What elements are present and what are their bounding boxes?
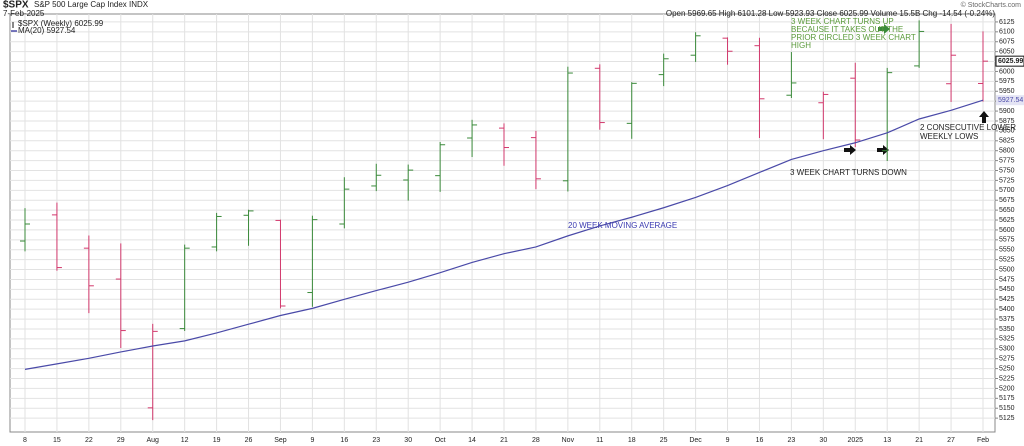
arrow: [844, 145, 856, 155]
y-tick-label: 5275: [999, 356, 1015, 363]
y-tick-label: 5325: [999, 336, 1015, 343]
y-tick-label: 5350: [999, 326, 1015, 333]
y-tick-label: 5850: [999, 128, 1015, 135]
y-tick-label: 5675: [999, 197, 1015, 204]
x-tick-label: 23: [372, 437, 380, 444]
x-tick-label: Dec: [689, 437, 702, 444]
description: S&P 500 Large Cap Index INDX: [34, 0, 149, 9]
y-tick-label: 5250: [999, 365, 1015, 372]
legend-label: MA(20) 5927.54: [18, 26, 76, 35]
ma-tag: [996, 95, 1024, 106]
annotation: 20 WEEK MOVING AVERAGE: [568, 221, 677, 230]
y-tick-label: 6050: [999, 48, 1015, 55]
y-tick-label: 5650: [999, 207, 1015, 214]
y-tick-label: 5525: [999, 256, 1015, 263]
x-tick-label: 27: [947, 437, 955, 444]
annotation-line: WEEKLY LOWS: [920, 132, 978, 141]
x-tick-label: 26: [245, 437, 253, 444]
x-tick-label: Sep: [274, 437, 287, 444]
y-tick-label: 5600: [999, 227, 1015, 234]
y-tick-label: 5150: [999, 405, 1015, 412]
x-tick-label: 16: [756, 437, 764, 444]
y-tick-label: 5500: [999, 266, 1015, 273]
x-tick-label: 22: [85, 437, 93, 444]
annotation-line: PRIOR CIRCLED 3 WEEK CHART: [791, 33, 916, 42]
x-tick-label: 28: [532, 437, 540, 444]
x-tick-label: 25: [660, 437, 668, 444]
x-tick-label: 29: [117, 437, 125, 444]
copyright: © StockCharts.com: [961, 1, 1022, 9]
y-tick-label: 6075: [999, 39, 1015, 46]
annotation-line: 2 CONSECUTIVE LOWER: [920, 123, 1016, 132]
x-tick-label: Oct: [435, 437, 446, 444]
y-tick-label: 5975: [999, 78, 1015, 85]
annotation-line: HIGH: [791, 41, 811, 50]
y-tick-label: 5300: [999, 346, 1015, 353]
y-tick-label: 5800: [999, 148, 1015, 155]
arrow: [979, 111, 989, 123]
date: 7-Feb-2025: [3, 9, 45, 18]
arrow: [877, 145, 889, 155]
annotation-line: BECAUSE IT TAKES OUT THE: [791, 25, 903, 34]
legend-label: $SPX (Weekly) 6025.99: [18, 19, 104, 28]
x-tick-label: 30: [404, 437, 412, 444]
y-tick-label: 5200: [999, 385, 1015, 392]
x-tick-label: 2025: [847, 437, 863, 444]
x-tick-label: 18: [628, 437, 636, 444]
price-tag: [995, 55, 1024, 67]
legend: $SPX (Weekly) 6025.99 MA(20) 5927.54: [11, 19, 104, 35]
y-tick-label: 5875: [999, 118, 1015, 125]
ma-line: [24, 99, 984, 370]
y-tick-label: 5750: [999, 167, 1015, 174]
y-tick-label: 5700: [999, 187, 1015, 194]
y-tick-label: 5400: [999, 306, 1015, 313]
annotation: 3 WEEK CHART TURNS DOWN: [790, 168, 907, 177]
x-tick-label: Aug: [146, 437, 159, 444]
x-tick-label: 8: [23, 437, 27, 444]
price-label: 6025.99: [998, 58, 1023, 65]
y-tick-label: 5175: [999, 395, 1015, 402]
x-tick-label: 16: [340, 437, 348, 444]
x-tick-label: 12: [181, 437, 189, 444]
y-tick-label: 5950: [999, 88, 1015, 95]
y-tick-label: 5375: [999, 316, 1015, 323]
y-tick-label: 5475: [999, 276, 1015, 283]
y-tick-label: 5725: [999, 177, 1015, 184]
y-tick-label: 5625: [999, 217, 1015, 224]
symbol: $SPX: [3, 0, 29, 11]
plot-area: [9, 13, 996, 433]
y-tick-label: 5125: [999, 415, 1015, 422]
x-tick-label: 21: [915, 437, 923, 444]
x-tick-label: 13: [883, 437, 891, 444]
x-tick-label: 9: [726, 437, 730, 444]
y-tick-label: 5425: [999, 296, 1015, 303]
quote: Open 5969.65 High 6101.28 Low 5923.93 Cl…: [666, 9, 995, 18]
x-tick-label: 14: [468, 437, 476, 444]
y-tick-label: 5450: [999, 286, 1015, 293]
y-tick-label: 6000: [999, 68, 1015, 75]
x-tick-label: 19: [213, 437, 221, 444]
y-tick-label: 5575: [999, 237, 1015, 244]
y-tick-label: 5825: [999, 138, 1015, 145]
annotation-line: 3 WEEK CHART TURNS UP: [791, 17, 894, 26]
y-tick-label: 6100: [999, 29, 1015, 36]
x-tick-label: 21: [500, 437, 508, 444]
x-tick-label: Feb: [977, 437, 989, 444]
x-tick-label: 9: [310, 437, 314, 444]
x-tick-label: 30: [819, 437, 827, 444]
y-tick-label: 5225: [999, 375, 1015, 382]
x-tick-label: 23: [788, 437, 796, 444]
x-tick-label: 15: [53, 437, 61, 444]
x-tick-label: Nov: [562, 437, 575, 444]
x-tick-label: 11: [596, 437, 603, 444]
y-tick-label: 5550: [999, 247, 1015, 254]
y-tick-label: 5900: [999, 108, 1015, 115]
y-tick-label: 6125: [999, 19, 1015, 26]
y-tick-label: 5775: [999, 157, 1015, 164]
ma-label: 5927.54: [998, 97, 1023, 104]
arrow: [878, 24, 890, 34]
